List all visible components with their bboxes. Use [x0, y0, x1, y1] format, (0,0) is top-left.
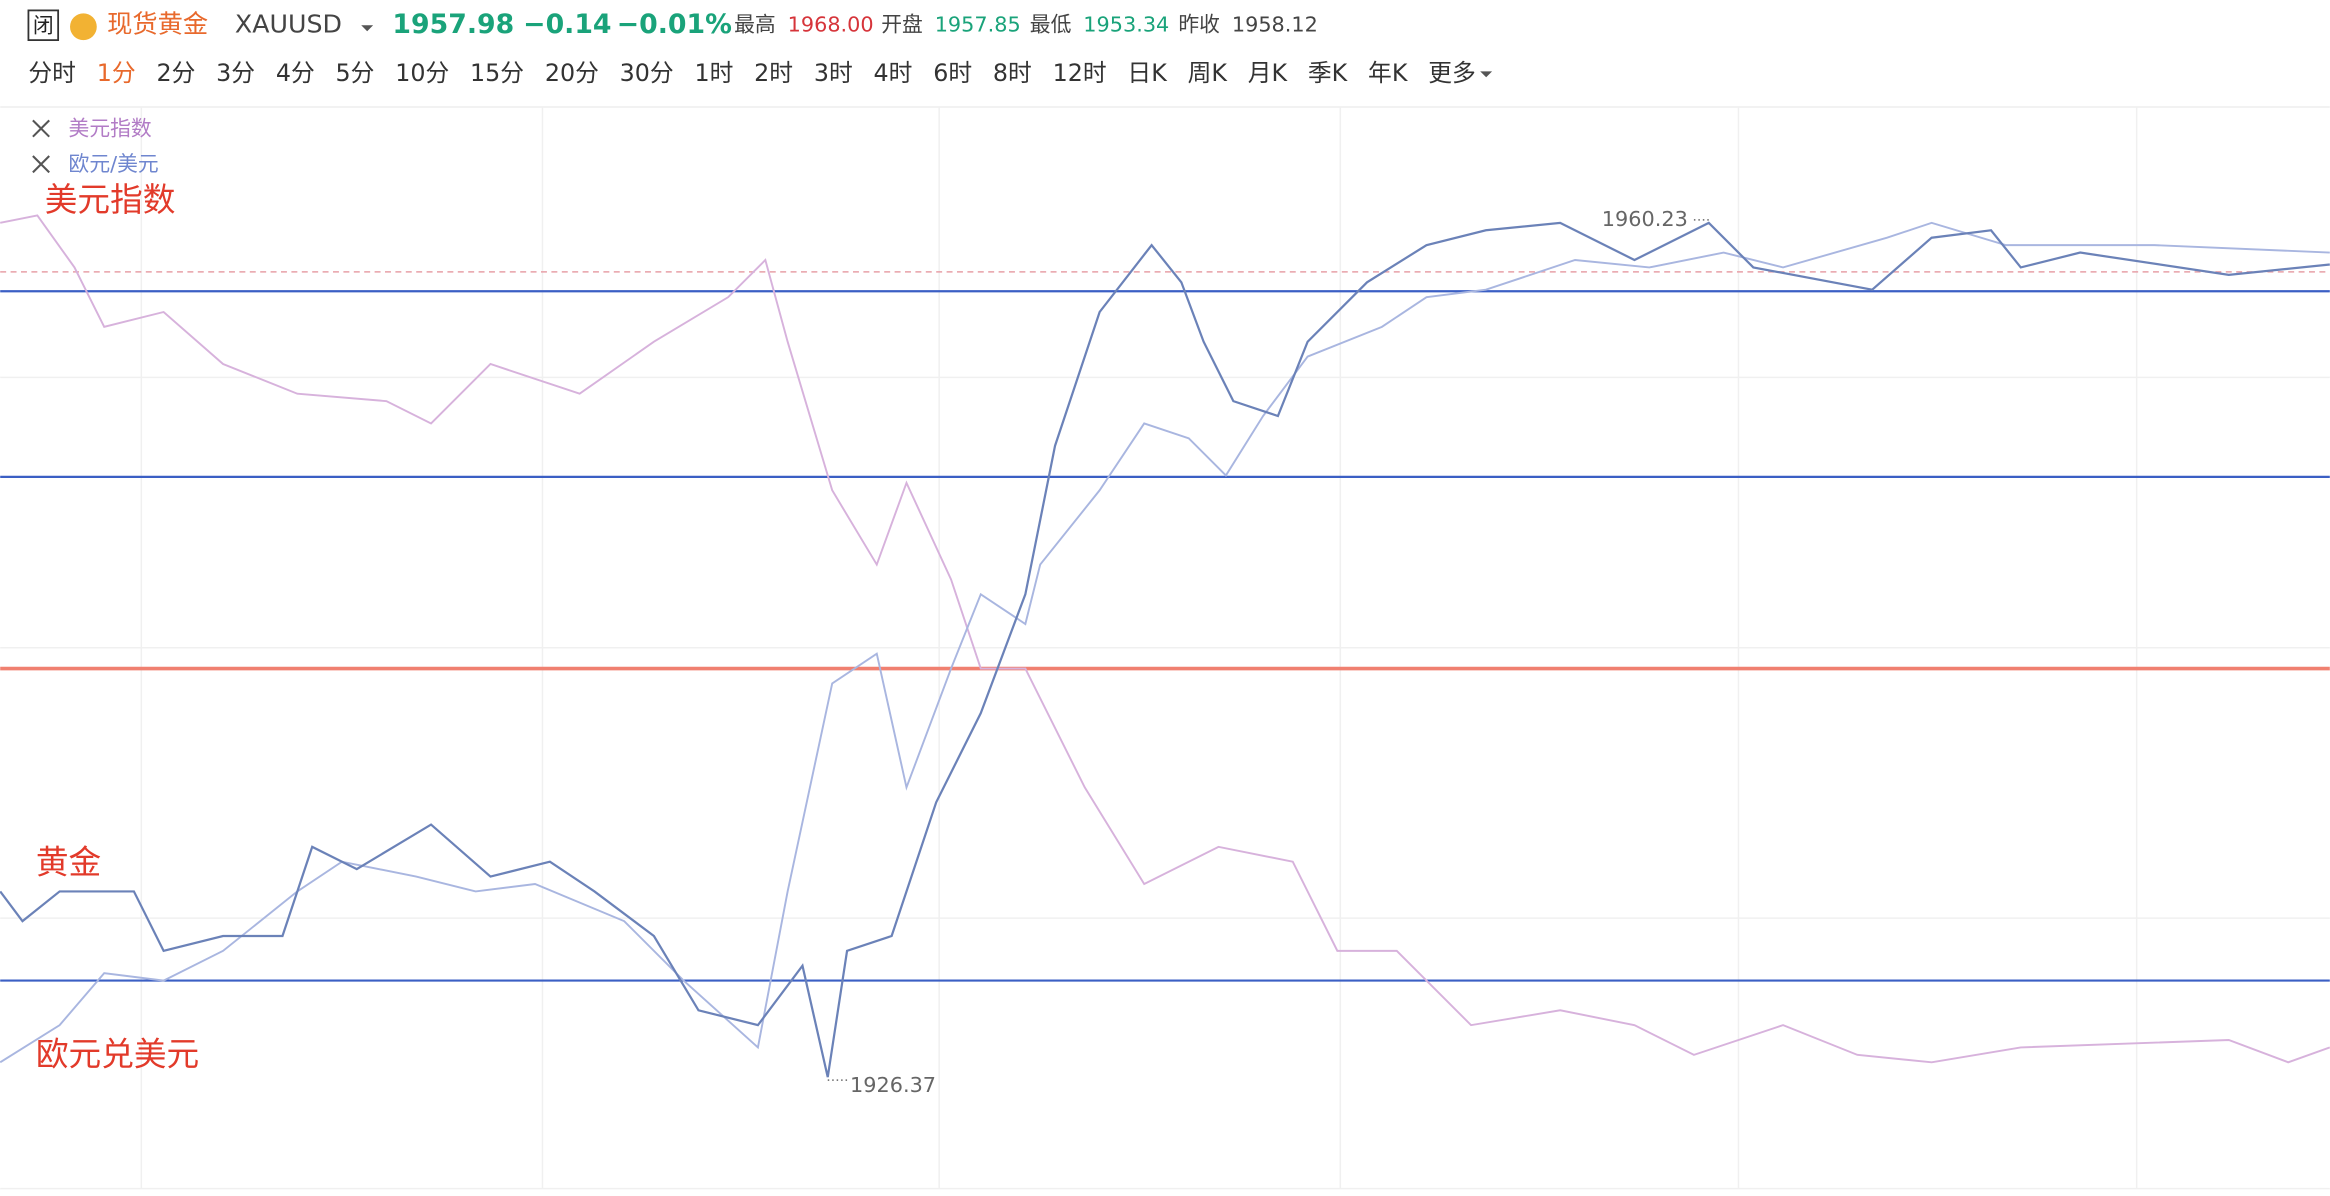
timeframe-tab[interactable]: 季K — [1308, 59, 1349, 87]
timeframe-tab[interactable]: 月K — [1248, 59, 1289, 87]
timeframe-tab[interactable]: 日K — [1127, 59, 1168, 87]
change-pct: −0.01% — [617, 9, 732, 40]
timeframe-tab[interactable]: 3分 — [216, 59, 255, 87]
timeframe-tab[interactable]: 6时 — [933, 59, 972, 87]
stat-value: 1957.85 — [935, 12, 1021, 36]
stat-label: 开盘 — [881, 12, 923, 36]
eurusd-line — [0, 221, 2330, 1064]
badge-box — [27, 9, 60, 42]
low-price-label: 1926.37 — [850, 1073, 936, 1097]
annotation: 黄金 — [36, 844, 101, 882]
timeframe-tab[interactable]: 3时 — [814, 59, 853, 87]
timeframe-tab[interactable]: 4时 — [874, 59, 913, 87]
gold-icon — [70, 13, 97, 41]
legend-remove[interactable] — [32, 119, 50, 138]
timeframe-tab[interactable]: 1时 — [694, 59, 733, 87]
stat-label: 最高 — [734, 12, 776, 36]
timeframe-tab[interactable]: 20分 — [545, 59, 599, 87]
change: −0.14 — [523, 9, 611, 40]
stat-value: 1958.12 — [1232, 12, 1318, 36]
timeframe-tab[interactable]: 4分 — [276, 59, 315, 87]
timeframe-tab[interactable]: 8时 — [993, 59, 1032, 87]
instrument-name[interactable]: 现货黄金 — [107, 9, 208, 38]
more-dropdown[interactable] — [1480, 71, 1493, 78]
timeframe-tab[interactable]: 分时 — [28, 59, 76, 87]
timeframe-tab[interactable]: 12时 — [1053, 59, 1107, 87]
timeframe-tab[interactable]: 2分 — [156, 59, 195, 87]
stat-label: 最低 — [1030, 12, 1072, 36]
legend-entry[interactable]: 欧元/美元 — [69, 152, 159, 176]
timeframe-tab[interactable]: 30分 — [620, 59, 674, 87]
timeframe-tab[interactable]: 2时 — [754, 59, 793, 87]
symbol-dropdown[interactable] — [361, 25, 374, 32]
legend-remove[interactable] — [32, 155, 50, 174]
timeframe-tab[interactable]: 年K — [1368, 59, 1409, 87]
timeframe-tab[interactable]: 5分 — [336, 59, 375, 87]
high-price-label: 1960.23 — [1602, 207, 1688, 231]
gold-line — [0, 221, 2330, 1078]
timeframe-bar: 分时 1分 2分 3分 4分 5分 10分 15分 20分 30分 1时 2时 3时 4时 6时 8时 12时日… — [28, 59, 1493, 87]
grid — [0, 106, 2330, 1190]
timeframe-tab[interactable]: 10分 — [395, 59, 449, 87]
price: 1957.98 — [392, 9, 514, 40]
stat-value: 1953.34 — [1083, 12, 1169, 36]
legend-entry[interactable]: 美元指数 — [69, 116, 152, 140]
stat-label: 昨收 — [1178, 12, 1220, 36]
annotation: 美元指数 — [45, 181, 176, 219]
timeframe-tab[interactable]: 15分 — [470, 59, 524, 87]
dollar-index-line — [0, 214, 2330, 1064]
stat-value: 1968.00 — [788, 12, 874, 36]
timeframe-tab[interactable]: 更多 — [1428, 59, 1476, 87]
symbol[interactable]: XAUUSD — [235, 9, 342, 38]
badge: 闭 — [33, 14, 54, 38]
annotation: 欧元兑美元 — [36, 1035, 199, 1073]
timeframe-tab[interactable]: 周K — [1188, 59, 1229, 87]
timeframe-tab[interactable]: 1分 — [97, 59, 136, 87]
